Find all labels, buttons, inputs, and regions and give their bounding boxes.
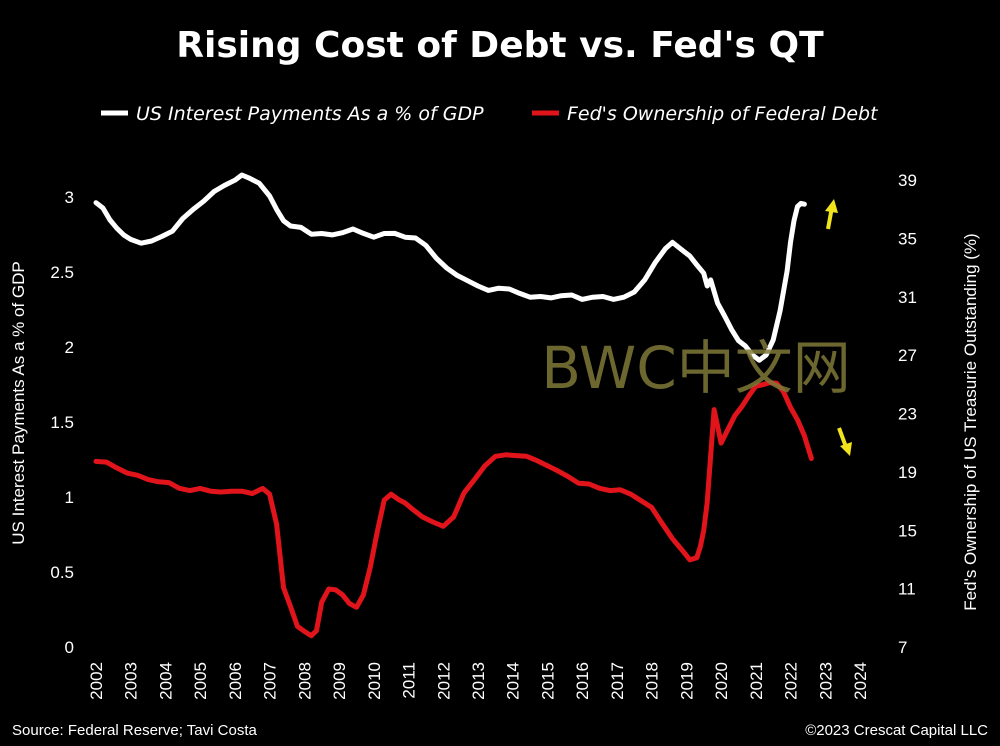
right-tick-label: 11 [898, 580, 916, 599]
x-tick-label: 2010 [365, 662, 384, 700]
left-tick-label: 1 [65, 488, 74, 507]
right-tick-label: 31 [898, 288, 917, 307]
right-tick-label: 23 [898, 405, 917, 424]
copyright-text: ©2023 Crescat Capital LLC [805, 722, 988, 739]
up-arrow-icon [825, 199, 838, 230]
x-axis-ticks: 2002 2003 2004 2005 2006 2007 2008 2009 2010 2011… [87, 662, 870, 700]
watermark: BWC中文网 [541, 334, 851, 402]
legend: US Interest Payments As a % of GDP Fed's… [101, 103, 879, 125]
x-tick-label: 2022 [782, 662, 801, 700]
x-tick-label: 2018 [643, 662, 662, 700]
legend-label-interest: US Interest Payments As a % of GDP [136, 103, 484, 125]
series-line-interest-payments [93, 172, 807, 363]
x-tick-label: 2014 [504, 662, 523, 700]
left-tick-label: 2.5 [50, 263, 74, 282]
x-tick-label: 2007 [261, 662, 280, 700]
x-tick-label: 2002 [87, 662, 106, 700]
right-axis-label: Fed's Ownership of US Treasurie Outstand… [961, 233, 980, 610]
left-tick-label: 0.5 [50, 563, 74, 582]
x-tick-label: 2003 [122, 662, 141, 700]
source-text: Source: Federal Reserve; Tavi Costa [12, 722, 257, 739]
x-tick-label: 2021 [747, 662, 766, 700]
right-tick-label: 27 [898, 346, 917, 365]
right-axis-ticks: 7 11 15 19 23 27 31 35 39 [898, 171, 917, 657]
x-tick-label: 2005 [191, 662, 210, 700]
left-tick-label: 2 [65, 338, 74, 357]
x-tick-label: 2013 [469, 662, 488, 700]
x-tick-label: 2017 [608, 662, 627, 700]
chart-title: Rising Cost of Debt vs. Fed's QT [176, 25, 824, 66]
x-tick-label: 2006 [226, 662, 245, 700]
legend-label-fed: Fed's Ownership of Federal Debt [567, 103, 879, 125]
right-tick-label: 39 [898, 171, 917, 190]
left-axis-label: US Interest Payments As a % of GDP [9, 261, 28, 544]
right-tick-label: 19 [898, 463, 917, 482]
x-tick-label: 2015 [538, 662, 557, 700]
x-tick-label: 2012 [434, 662, 453, 700]
x-tick-label: 2019 [677, 662, 696, 700]
left-tick-label: 0 [65, 638, 74, 657]
x-tick-label: 2024 [851, 662, 870, 700]
down-arrow-icon [837, 427, 852, 456]
x-tick-label: 2016 [573, 662, 592, 700]
x-tick-label: 2020 [712, 662, 731, 700]
x-tick-label: 2009 [330, 662, 349, 700]
left-tick-label: 1.5 [50, 413, 74, 432]
x-tick-label: 2011 [400, 662, 419, 699]
right-tick-label: 15 [898, 521, 917, 540]
x-tick-label: 2004 [156, 662, 175, 700]
left-axis-ticks: 0 0.5 1 1.5 2 2.5 3 [50, 188, 74, 657]
x-tick-label: 2008 [295, 662, 314, 700]
x-tick-label: 2023 [816, 662, 835, 700]
left-tick-label: 3 [65, 188, 74, 207]
series-line-fed-ownership [93, 380, 814, 639]
right-tick-label: 7 [898, 638, 907, 657]
right-tick-label: 35 [898, 229, 917, 248]
